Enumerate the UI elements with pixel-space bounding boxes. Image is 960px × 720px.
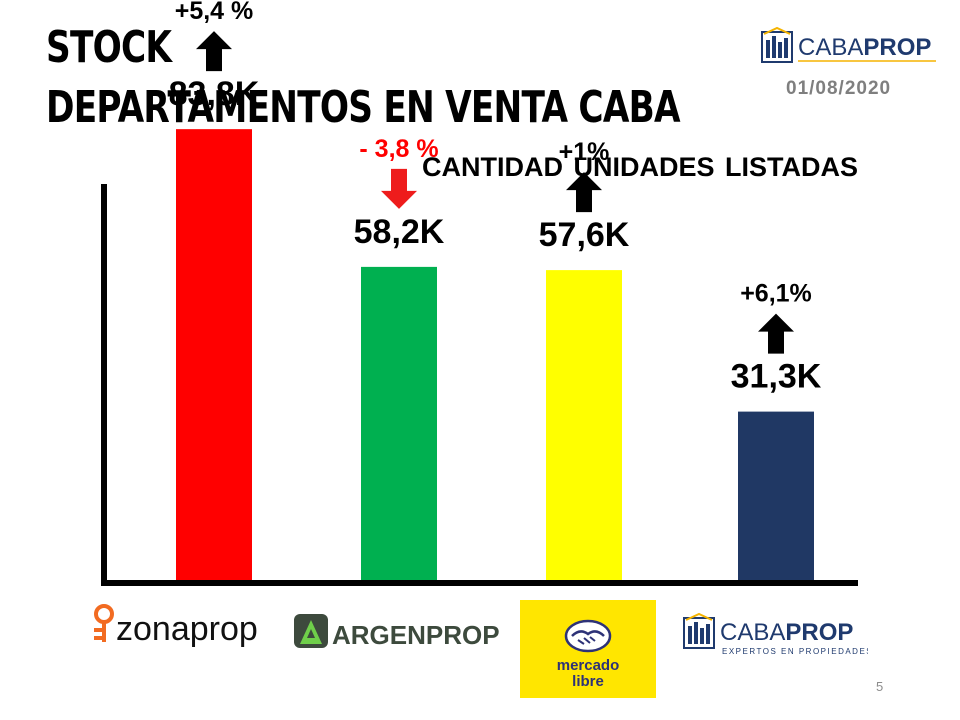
argenprop-logo-text: ARGENPROP	[332, 620, 500, 650]
zonaprop-logo-text: zonaprop	[116, 610, 258, 648]
svg-text:CABAPROP: CABAPROP	[798, 34, 931, 61]
change-label-4: +6,1%	[740, 280, 812, 308]
value-label-2: 58,2K	[354, 213, 445, 251]
change-label-2: - 3,8 %	[359, 135, 438, 163]
mercadolibre-logo-line1: mercado	[557, 657, 620, 674]
change-label-1: +5,4 %	[175, 0, 254, 25]
change-label-3: +1%	[559, 138, 610, 166]
bar-3	[546, 270, 622, 580]
page-number: 5	[876, 679, 884, 694]
argenprop-logo: ARGENPROP	[294, 614, 500, 650]
arrow-down-icon-2	[381, 168, 417, 209]
cabaprop-logo: CABAPROP EXPERTOS EN PROPIEDADES	[683, 612, 868, 656]
page-title-line1: STOCK	[46, 22, 172, 73]
argenprop-a-icon	[294, 614, 328, 648]
cabaprop-logo-top: CABAPROP	[761, 26, 936, 63]
mercadolibre-logo: mercado libre	[520, 600, 656, 698]
building-icon	[683, 612, 715, 649]
handshake-icon	[564, 619, 612, 653]
chart-title: CANTIDAD UNIDADES LISTADAS	[422, 152, 858, 182]
logo-prop-text: PROP	[863, 34, 931, 61]
value-label-4: 31,3K	[731, 358, 822, 396]
arrow-up-icon-3	[566, 172, 602, 213]
building-icon	[761, 26, 793, 63]
logo-caba-text: CABA	[798, 34, 863, 61]
bar-4	[738, 411, 814, 580]
bar-1	[176, 129, 252, 580]
value-label-1: 83,8K	[169, 75, 260, 113]
arrow-up-icon-4	[758, 313, 794, 354]
mercadolibre-logo-line2: libre	[572, 673, 604, 690]
value-label-3: 57,6K	[539, 216, 630, 254]
zonaprop-logo: zonaprop	[94, 604, 258, 648]
cabaprop-logo-tagline: EXPERTOS EN PROPIEDADES	[722, 647, 868, 656]
bar-2	[361, 266, 437, 580]
key-icon	[94, 604, 114, 642]
arrow-up-icon-1	[196, 31, 232, 72]
date-label: 01/08/2020	[786, 78, 892, 99]
cabaprop-logo-caba: CABA	[720, 619, 785, 646]
page-title-line2: DEPARTAMENTOS EN VENTA CABA	[46, 82, 681, 133]
cabaprop-logo-prop: PROP	[785, 619, 853, 646]
svg-text:CABAPROP: CABAPROP	[720, 619, 853, 646]
